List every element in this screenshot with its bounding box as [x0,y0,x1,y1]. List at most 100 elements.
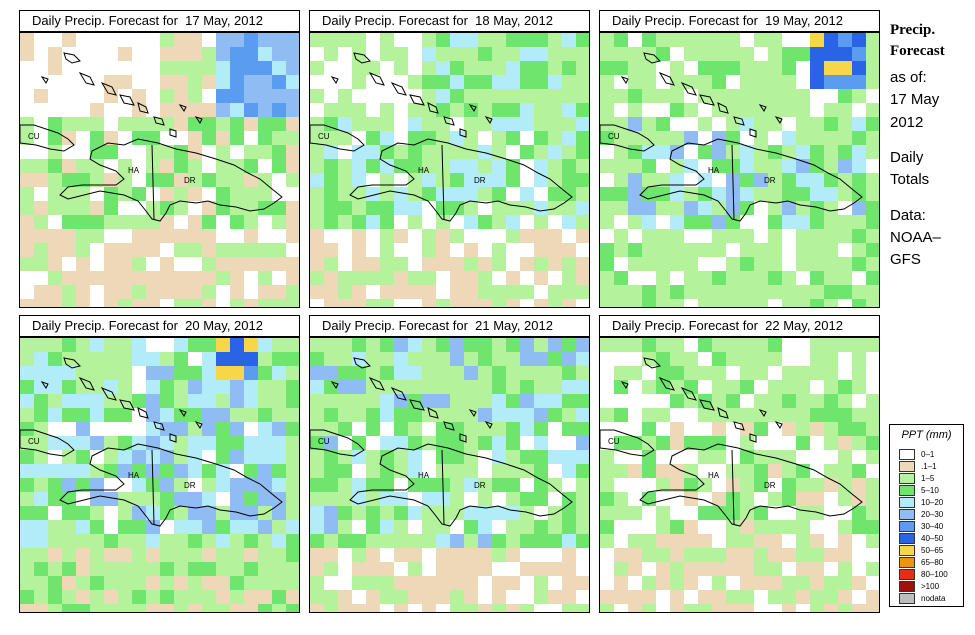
precip-cell [852,215,866,229]
precip-cell [684,450,698,464]
precip-cell [796,187,810,201]
precip-map[interactable]: CU HA DR [599,337,880,613]
precip-cell [768,173,782,187]
precip-cell [740,257,754,271]
precip-cell [492,604,506,612]
precip-cell [838,33,852,47]
precip-cell [230,380,244,394]
precip-cell [132,47,146,61]
precip-cell [866,478,879,492]
precip-cell [614,464,628,478]
legend-item: 5–10 [899,485,961,497]
precip-cell [160,47,174,61]
precip-cell [656,576,670,590]
precip-cell [740,478,754,492]
precip-cell [464,576,478,590]
precip-cell [614,215,628,229]
precip-cell [160,478,174,492]
precip-cell [146,201,160,215]
precip-cell [408,229,422,243]
precip-cell [698,243,712,257]
precip-cell [838,117,852,131]
precip-cell [796,562,810,576]
haiti-dr-border [151,449,155,525]
precip-map[interactable]: CU HA DR [19,337,300,613]
precip-cell [286,271,299,285]
precip-cell [34,47,48,61]
precip-cell [366,464,380,478]
precip-cell [104,257,118,271]
precip-cell [104,366,118,380]
legend-swatch [899,557,915,568]
precip-cell [324,590,338,604]
legend-label: 65–80 [921,558,944,567]
precip-cell [20,450,34,464]
precip-cell [534,590,548,604]
precip-cell [614,257,628,271]
precip-cell [352,131,366,145]
precip-cell [506,145,520,159]
precip-cell [48,33,62,47]
precip-cell [366,243,380,257]
precip-cell [202,380,216,394]
precip-cell [642,604,656,612]
precip-cell [118,562,132,576]
legend-label: 50–65 [921,546,944,555]
precip-cell [104,394,118,408]
precip-cell [656,187,670,201]
precip-cell [422,576,436,590]
precip-cell [324,103,338,117]
precip-cell [656,103,670,117]
precip-cell [796,215,810,229]
hispaniola-coastline [59,138,283,222]
precip-cell [614,159,628,173]
precip-cell [146,338,160,352]
precip-map[interactable]: CU HA DR [309,32,590,308]
precip-cell [838,145,852,159]
precip-cell [324,229,338,243]
precip-map[interactable]: CU HA DR [599,32,880,308]
precip-cell [422,380,436,394]
precip-cell [352,257,366,271]
precip-cell [202,576,216,590]
precip-cell [478,103,492,117]
precip-cell [614,408,628,422]
precip-cell [62,338,76,352]
precip-cell [824,604,838,612]
precip-cell [782,380,796,394]
precip-cell [628,285,642,299]
precip-cell [642,229,656,243]
precip-cell [258,492,272,506]
precip-map[interactable]: CU HA DR [309,337,590,613]
precip-cell [520,366,534,380]
precip-cell [132,492,146,506]
precip-cell [272,131,286,145]
legend-label: nodata [921,594,946,603]
precip-cell [670,173,684,187]
precip-cell [366,604,380,612]
precip-cell [614,338,628,352]
precip-cell [548,145,562,159]
precip-cell [380,187,394,201]
precip-cell [628,229,642,243]
precip-cell [160,103,174,117]
precip-cell [34,285,48,299]
precip-cell [534,75,548,89]
precip-cell [90,450,104,464]
precip-map[interactable]: CU HA DR [19,32,300,308]
precip-cell [782,215,796,229]
precip-cell [394,436,408,450]
haiti-dr-border [731,449,735,525]
precip-cell [534,187,548,201]
precip-cell [394,187,408,201]
island-coastline [330,76,339,84]
precip-cell [366,271,380,285]
precip-cell [230,408,244,422]
precip-cell [394,366,408,380]
precip-cell [768,562,782,576]
precip-cell [118,380,132,394]
precip-cell [216,408,230,422]
precip-cell [492,422,506,436]
precip-cell [62,548,76,562]
precip-cell [450,604,464,612]
